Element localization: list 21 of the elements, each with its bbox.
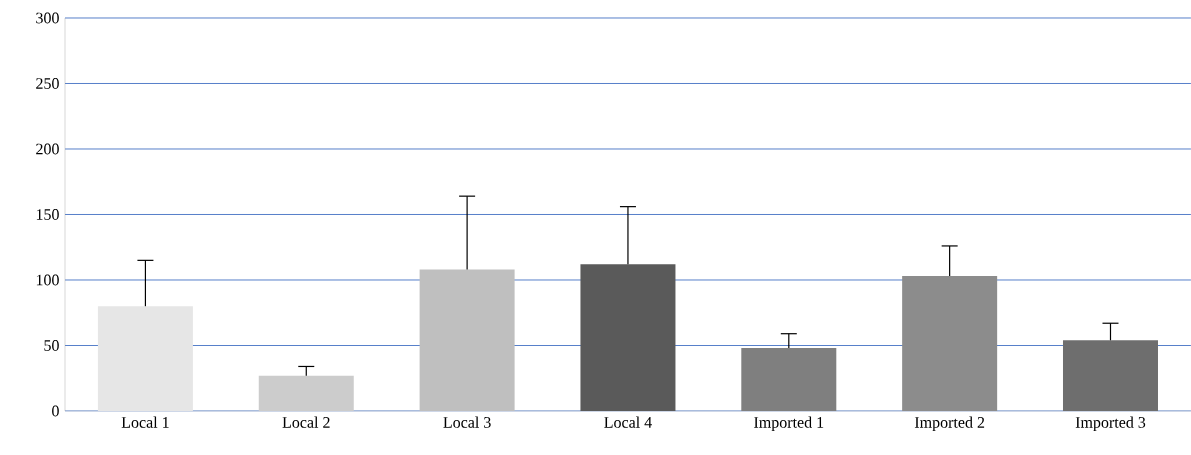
bar (741, 348, 837, 411)
bar (258, 375, 354, 411)
bar (902, 276, 998, 411)
bar (1062, 340, 1158, 411)
bar (419, 269, 515, 411)
y-tick-label: 250 (36, 78, 59, 89)
y-tick-label: 300 (36, 12, 59, 24)
x-tick-label: Imported 1 (754, 416, 824, 432)
y-tick-label: 150 (36, 209, 59, 220)
bar (580, 264, 676, 411)
x-tick-label: Local 4 (604, 416, 652, 428)
bar (97, 306, 193, 411)
x-tick-label: Imported 2 (914, 416, 985, 432)
x-tick-label: Local 1 (121, 416, 169, 428)
x-tick-label: Imported 3 (1075, 416, 1146, 432)
y-tick-label: 0 (52, 405, 59, 417)
x-tick-label: Local 2 (282, 416, 330, 428)
y-tick-label: 200 (36, 143, 59, 155)
y-tick-label: 100 (36, 274, 59, 286)
x-tick-label: Local 3 (443, 416, 491, 428)
y-tick-label: 50 (44, 340, 59, 351)
